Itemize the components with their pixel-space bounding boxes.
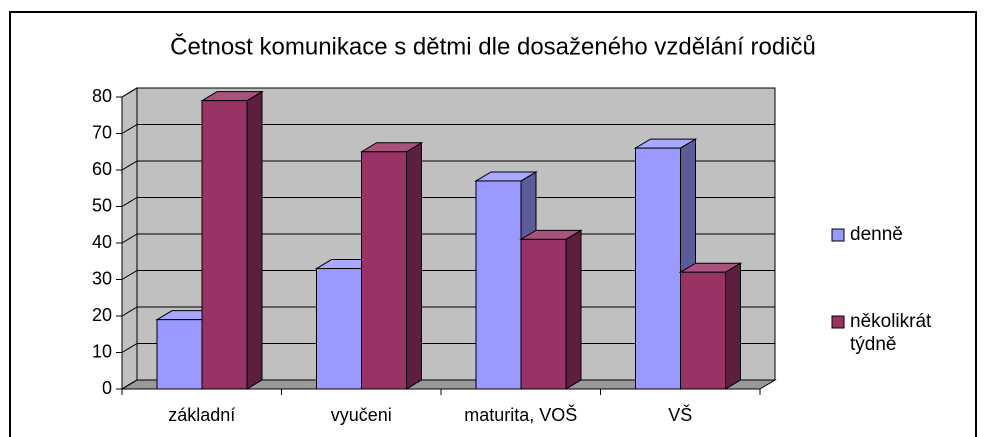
bar [520, 238, 567, 390]
grid-line-side [121, 343, 138, 353]
bar [316, 268, 362, 390]
grid-line-side [121, 306, 138, 317]
grid-line-side [121, 270, 138, 280]
x-tick-label: základní [168, 405, 235, 425]
y-tick-label: 40 [92, 232, 112, 252]
x-tick-label: VŠ [668, 404, 692, 425]
y-tick-label: 0 [102, 378, 112, 398]
grid-line-side [121, 197, 138, 207]
grid-line-side [121, 233, 138, 244]
bar [475, 180, 522, 390]
y-tick-label: 30 [92, 268, 112, 288]
bar-side [725, 262, 741, 390]
chart-border [9, 11, 977, 437]
y-tick-label: 50 [92, 195, 112, 215]
bar [680, 271, 726, 390]
grid-line-side [121, 379, 138, 390]
bar-side [406, 141, 422, 390]
bar [201, 100, 248, 390]
legend-label: několikrát týdně [850, 311, 932, 355]
bar-side [565, 229, 582, 390]
y-tick-label: 10 [92, 341, 112, 361]
chart-title: Četnost komunikace s dětmi dle dosaženéh… [170, 32, 816, 60]
bar [361, 151, 407, 390]
grid-line-side [121, 87, 138, 98]
bar [156, 319, 203, 390]
grid-line-side [121, 160, 138, 171]
bar-side [246, 90, 263, 390]
legend-swatch [831, 315, 845, 329]
x-tick-label: maturita, VOŠ [464, 404, 577, 425]
legend-swatch [831, 228, 845, 242]
y-tick-label: 80 [92, 86, 112, 106]
y-tick-label: 20 [92, 305, 112, 325]
grid-line-side [121, 124, 138, 134]
y-tick-label: 60 [92, 159, 112, 179]
legend-label: denně [850, 224, 903, 245]
y-tick-label: 70 [92, 122, 112, 142]
bar [635, 147, 681, 390]
x-tick-label: vyučeni [331, 405, 392, 425]
